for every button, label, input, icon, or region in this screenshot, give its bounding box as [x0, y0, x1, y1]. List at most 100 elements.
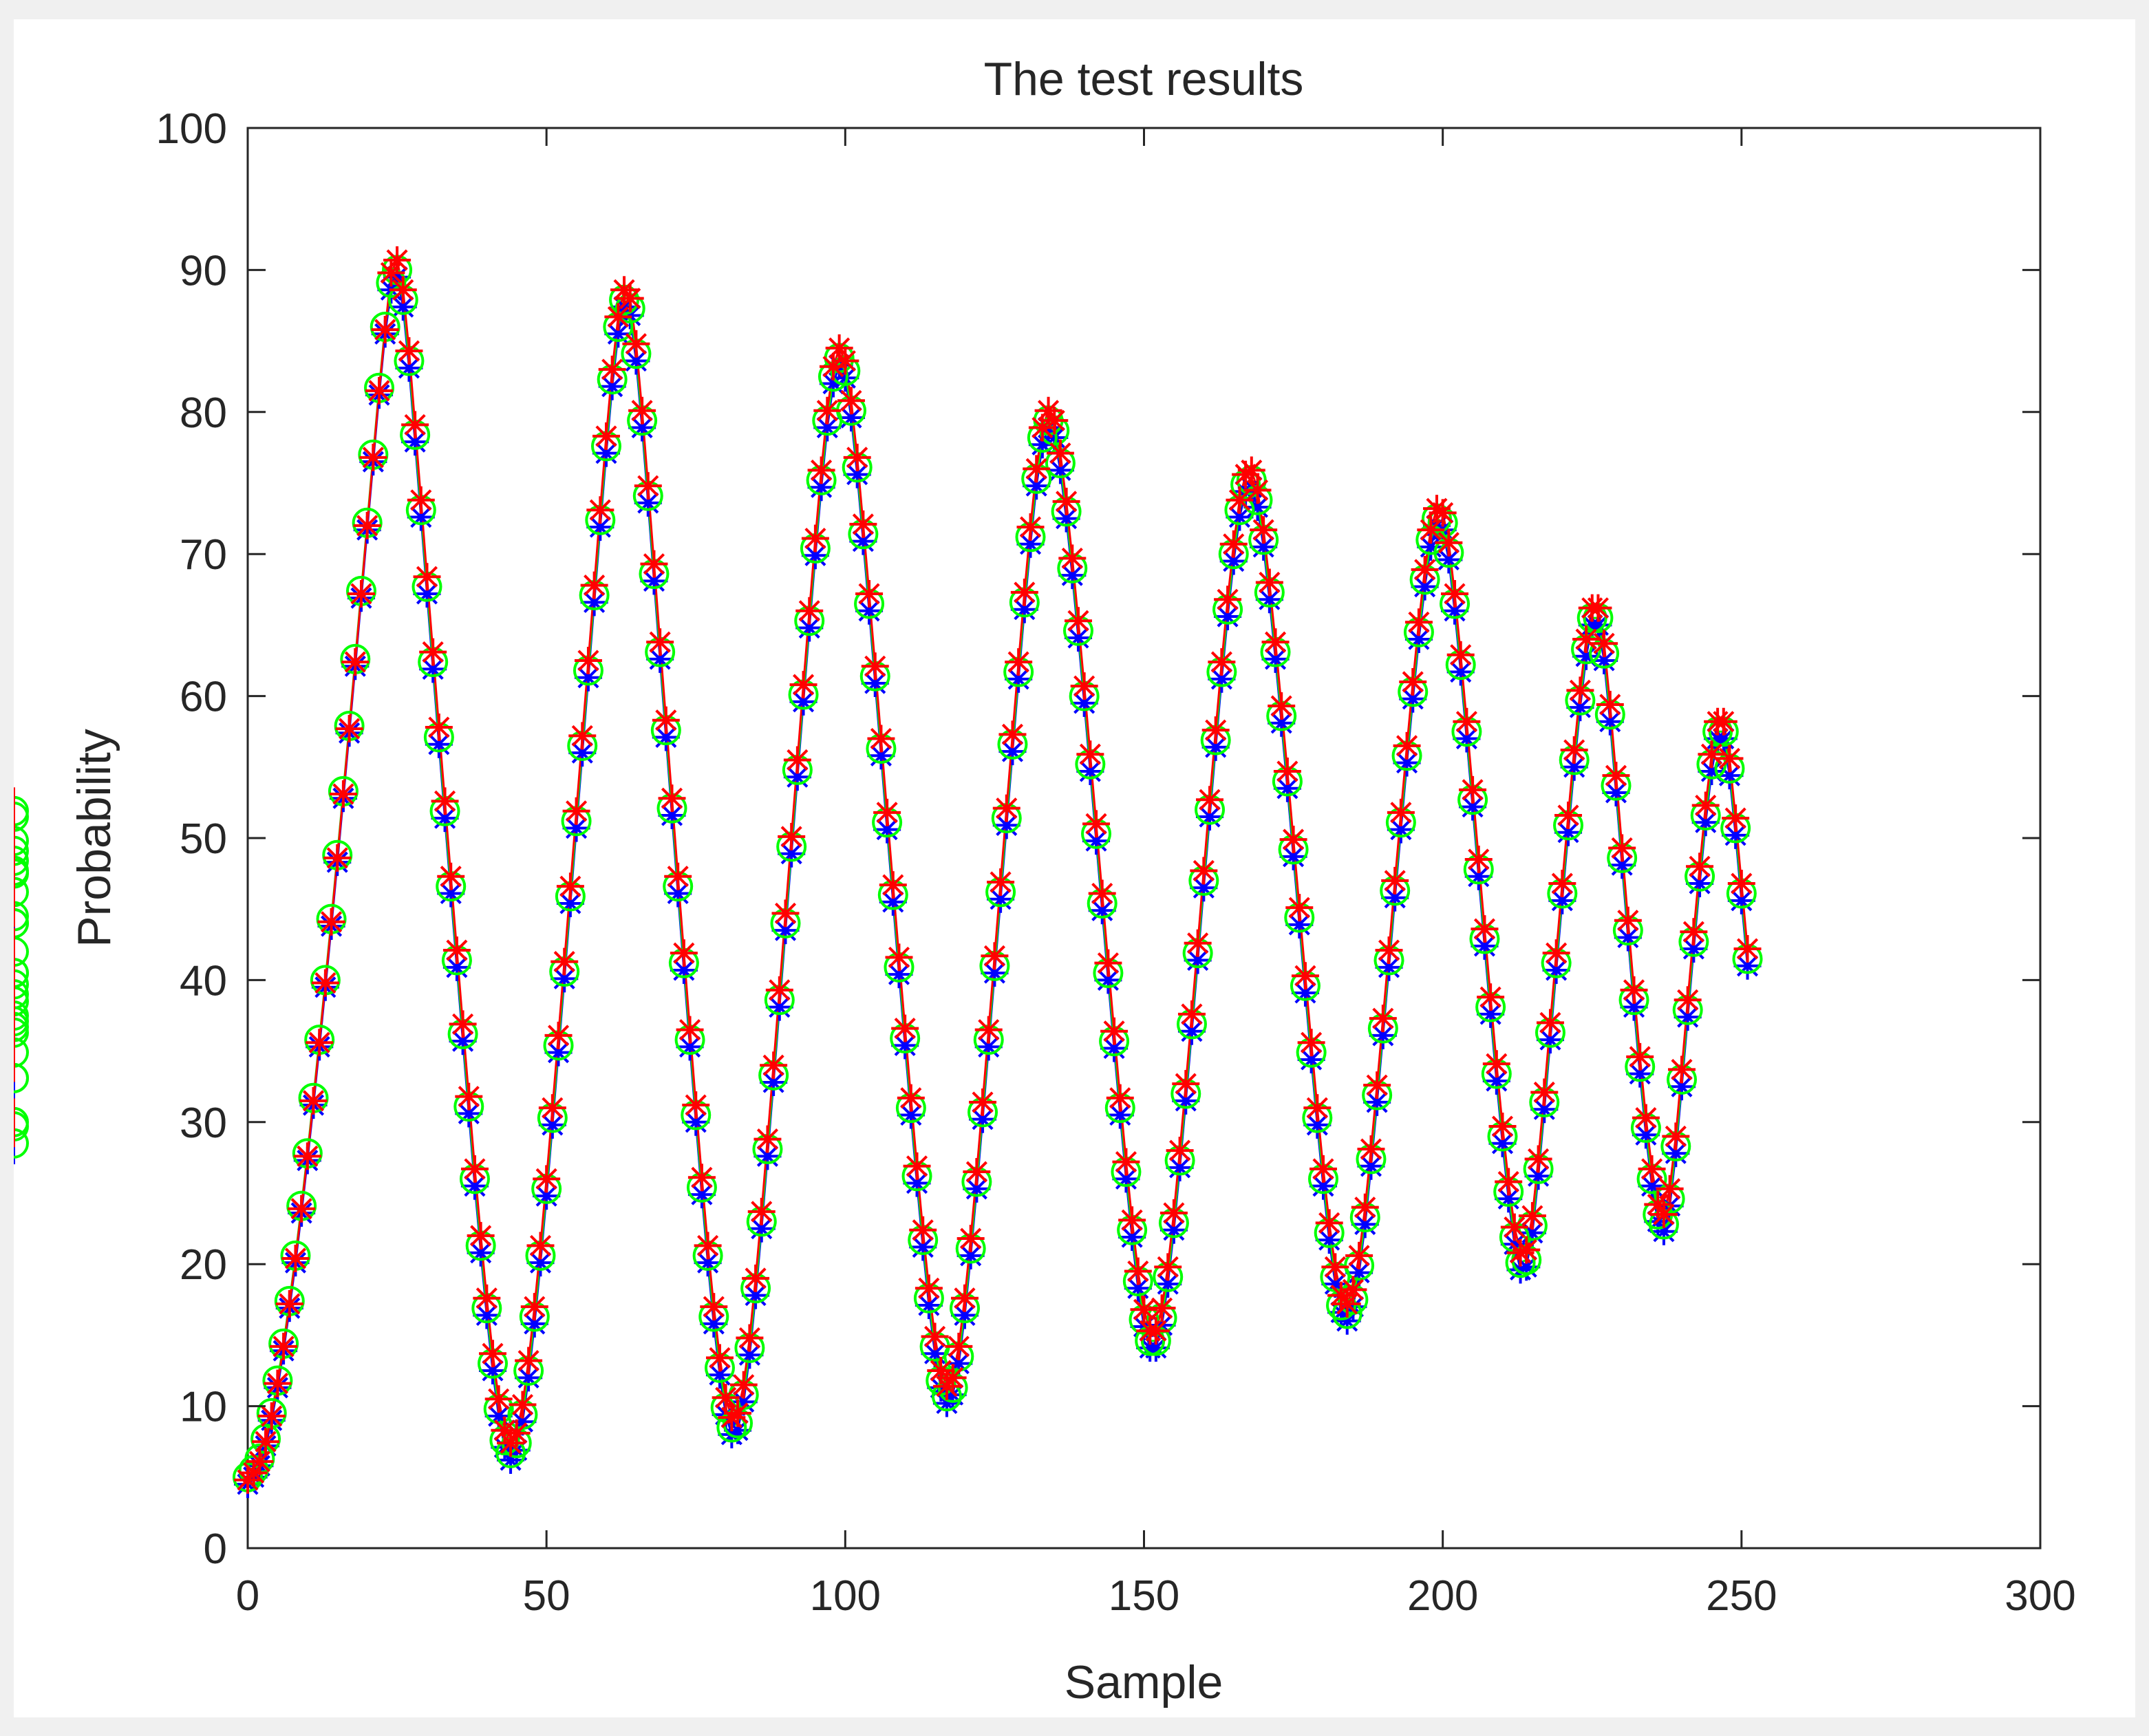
data-point [574, 647, 602, 674]
data-point [437, 862, 465, 890]
data-point [413, 563, 441, 591]
data-point [1154, 1253, 1182, 1281]
data-point [974, 1016, 1003, 1044]
data-point [885, 943, 913, 972]
data-point [1417, 516, 1445, 544]
x-axis-label: Sample [1065, 1656, 1223, 1708]
data-point [275, 1289, 303, 1318]
data-point [753, 1125, 782, 1153]
data-point [1201, 716, 1230, 744]
data-point [1691, 791, 1720, 819]
data-point [377, 259, 405, 287]
data-point [742, 1264, 770, 1292]
data-point [568, 722, 597, 750]
data-point [1255, 568, 1283, 597]
data-point [14, 1011, 29, 1042]
data-point [861, 652, 889, 681]
data-point [14, 901, 29, 932]
data-point [604, 303, 632, 331]
data-point [969, 1088, 997, 1116]
data-point [1010, 578, 1038, 606]
data-point [1488, 1112, 1517, 1140]
x-tick-label: 50 [523, 1572, 570, 1620]
y-tick-label: 10 [180, 1384, 227, 1431]
x-tick-label: 300 [2004, 1572, 2075, 1620]
data-point [1686, 853, 1714, 881]
data-point [1190, 857, 1218, 885]
data-point [329, 780, 357, 808]
data-point [729, 1371, 758, 1399]
data-point [1554, 801, 1583, 829]
data-point [323, 844, 352, 872]
x-tick-label: 150 [1109, 1572, 1179, 1620]
data-point [963, 1158, 991, 1186]
data-point [1512, 1236, 1541, 1264]
figure-window: 0 50 100 150 200 250 300 0 10 20 30 40 50 60 70 80 90 100… [14, 19, 2135, 1717]
data-point [1106, 1084, 1134, 1112]
data-point [945, 1332, 973, 1360]
data-point [1560, 736, 1588, 764]
data-point [1649, 1200, 1678, 1228]
chart-svg: 0 50 100 150 200 250 300 0 10 20 30 40 50 60 70 80 90 100… [14, 53, 2076, 1708]
data-point [670, 939, 698, 967]
axis-ticks: 0 50 100 150 200 250 300 0 10 20 30 40 50 60 70 80 90 100 [156, 105, 2076, 1620]
data-point [1471, 915, 1499, 943]
data-point [1046, 439, 1074, 467]
data-point [1393, 731, 1421, 760]
data-point [562, 797, 590, 825]
data-point [520, 1293, 548, 1321]
x-tick-label: 0 [236, 1572, 259, 1620]
data-point [365, 376, 394, 405]
y-tick-label: 60 [180, 674, 227, 721]
data-point [849, 510, 877, 538]
data-point [1345, 1241, 1373, 1269]
data-point [658, 784, 686, 813]
data-point [14, 936, 29, 967]
data-point [998, 720, 1027, 749]
data-point [592, 422, 620, 450]
data-point [1715, 744, 1744, 773]
data-point [1082, 810, 1111, 838]
data-point [14, 1128, 29, 1159]
data-point [1243, 476, 1272, 504]
data-point [705, 1344, 734, 1372]
data-point [1626, 1042, 1654, 1071]
data-point [1584, 594, 1612, 622]
data-point [14, 1111, 29, 1142]
data-point [1148, 1294, 1176, 1322]
data-point [1040, 407, 1069, 435]
data-point [419, 638, 447, 666]
data-point [687, 1164, 716, 1192]
data-point [389, 276, 417, 304]
data-point [1351, 1193, 1379, 1221]
data-point [1166, 1137, 1194, 1165]
data-point [1464, 845, 1493, 873]
data-point [1112, 1148, 1140, 1176]
data-point [1680, 918, 1708, 946]
data-point [1632, 1104, 1660, 1132]
data-point [921, 1322, 949, 1351]
data-point [455, 1082, 483, 1111]
data-point [293, 1142, 321, 1170]
data-point [556, 872, 584, 901]
data-point [425, 714, 453, 742]
data-point [1208, 648, 1236, 676]
data-point [1709, 707, 1738, 736]
data-point [14, 858, 29, 889]
data-point [1441, 579, 1469, 608]
data-point [1052, 487, 1080, 515]
data-point [359, 443, 387, 471]
data-point [1542, 939, 1570, 967]
data-point [1446, 641, 1475, 669]
data-point [14, 1062, 29, 1093]
data-point [1363, 1071, 1391, 1100]
data-point [1268, 692, 1296, 720]
data-point [1177, 1000, 1206, 1028]
data-point [1375, 936, 1403, 965]
data-point [1411, 555, 1439, 583]
data-point [1590, 630, 1618, 658]
data-point [257, 1402, 286, 1430]
data-point [1100, 1017, 1129, 1045]
data-point [682, 1091, 710, 1119]
data-point [14, 802, 29, 833]
